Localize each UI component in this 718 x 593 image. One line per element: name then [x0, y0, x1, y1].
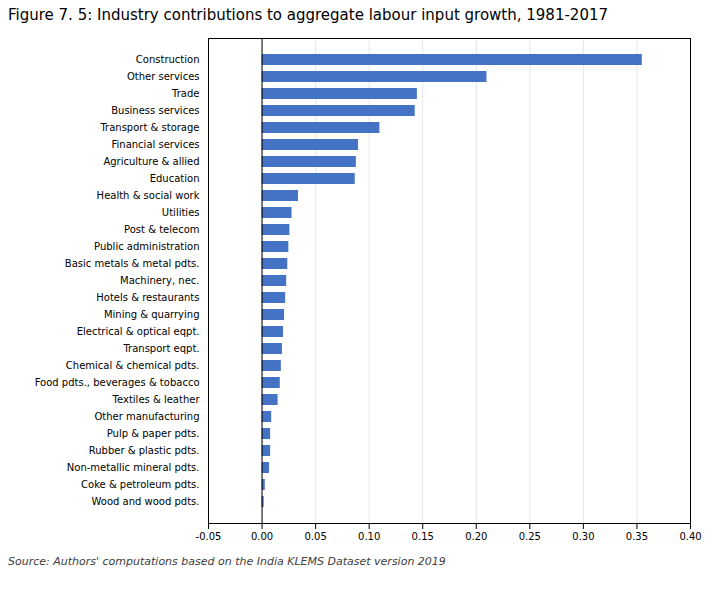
svg-text:Other services: Other services	[127, 71, 200, 82]
svg-text:Business services: Business services	[111, 105, 199, 116]
svg-text:Chemical & chemical pdts.: Chemical & chemical pdts.	[66, 360, 200, 371]
svg-text:Health & social work: Health & social work	[97, 190, 200, 201]
html-text:Source: Authors' computations: Source: Authors' computations based on t…	[8, 555, 446, 568]
svg-text:Transport & storage: Transport & storage	[99, 122, 199, 133]
svg-text:Post & telecom: Post & telecom	[124, 224, 199, 235]
svg-text:Machinery, nec.: Machinery, nec.	[120, 275, 199, 286]
svg-text:Pulp & paper pdts.: Pulp & paper pdts.	[107, 428, 200, 439]
svg-text:Transport eqpt.: Transport eqpt.	[122, 343, 199, 354]
svg-text:Trade: Trade	[171, 88, 199, 99]
svg-text:0.10: 0.10	[358, 531, 380, 542]
svg-text:Public administration: Public administration	[94, 241, 199, 252]
svg-text:Construction: Construction	[136, 54, 200, 65]
svg-text:Electrical & optical eqpt.: Electrical & optical eqpt.	[77, 326, 200, 337]
svg-text:0.40: 0.40	[679, 531, 701, 542]
svg-text:Basic metals & metal pdts.: Basic metals & metal pdts.	[65, 258, 200, 269]
svg-text:Utilities: Utilities	[162, 207, 200, 218]
svg-text:0.25: 0.25	[519, 531, 541, 542]
svg-text:Rubber & plastic pdts.: Rubber & plastic pdts.	[89, 445, 200, 456]
svg-text:Textiles & leather: Textiles & leather	[112, 394, 201, 405]
svg-text:Food pdts., beverages & tobacc: Food pdts., beverages & tobacco	[35, 377, 200, 388]
svg-text:0.00: 0.00	[251, 531, 273, 542]
svg-text:Mining & quarrying: Mining & quarrying	[104, 309, 200, 320]
svg-text:Agriculture & allied: Agriculture & allied	[103, 156, 199, 167]
svg-text:Financial services: Financial services	[112, 139, 200, 150]
svg-text:Non-metallic mineral pdts.: Non-metallic mineral pdts.	[67, 462, 200, 473]
svg-text:0.15: 0.15	[412, 531, 434, 542]
html-text:Figure 7. 5: Industry contribu: Figure 7. 5: Industry contributions to a…	[8, 6, 608, 24]
svg-text:Wood and wood pdts.: Wood and wood pdts.	[91, 496, 199, 507]
svg-text:Other manufacturing: Other manufacturing	[94, 411, 199, 422]
svg-text:0.30: 0.30	[572, 531, 594, 542]
svg-text:-0.05: -0.05	[196, 531, 222, 542]
svg-text:Coke & petroleum pdts.: Coke & petroleum pdts.	[81, 479, 199, 490]
svg-text:0.35: 0.35	[626, 531, 648, 542]
svg-text:Hotels & restaurants: Hotels & restaurants	[96, 292, 199, 303]
svg-text:Education: Education	[150, 173, 200, 184]
svg-text:0.20: 0.20	[465, 531, 487, 542]
svg-text:0.05: 0.05	[304, 531, 326, 542]
